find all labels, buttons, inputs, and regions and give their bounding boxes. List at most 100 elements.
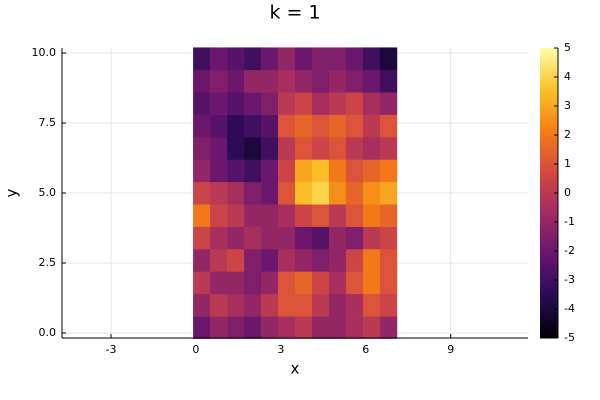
heatmap-cell xyxy=(193,316,211,339)
colorbar-segment xyxy=(540,48,558,52)
colorbar-segment xyxy=(540,253,558,258)
colorbar-segment xyxy=(540,271,558,275)
colorbar-segment xyxy=(540,300,558,304)
colorbar-segment xyxy=(540,120,558,124)
x-tick-label: 0 xyxy=(192,343,199,356)
heatmap-cell xyxy=(345,271,364,295)
heatmap-cell xyxy=(345,204,364,227)
colorbar-segment xyxy=(540,285,558,290)
heatmap-cell xyxy=(379,92,398,115)
colorbar-segment xyxy=(540,323,558,327)
colorbar-segment xyxy=(540,224,558,229)
heatmap-cell xyxy=(193,47,211,71)
heatmap-cell xyxy=(244,226,262,250)
colorbar-segment xyxy=(540,329,558,333)
colorbar-segment xyxy=(540,190,558,194)
colorbar-segment xyxy=(540,184,558,188)
colorbar-segment xyxy=(540,172,558,177)
heatmap-cell xyxy=(210,248,228,272)
heatmap-cell xyxy=(227,69,245,93)
heatmap-cell xyxy=(244,248,262,272)
heatmap-cell xyxy=(210,204,228,227)
colorbar-segment xyxy=(540,152,558,156)
colorbar-segment xyxy=(540,320,558,324)
heatmap-cell xyxy=(362,92,381,115)
heatmap-cell xyxy=(210,137,228,160)
colorbar-segment xyxy=(540,114,558,119)
heatmap-cell xyxy=(193,204,211,227)
heatmap-cell xyxy=(278,137,296,160)
colorbar-segment xyxy=(540,222,558,226)
colorbar-segment xyxy=(540,53,558,58)
heatmap-cell xyxy=(244,137,262,160)
heatmap-cell xyxy=(311,47,330,71)
heatmap-cell xyxy=(328,226,347,250)
heatmap-cell xyxy=(328,271,347,295)
heatmap-cell xyxy=(278,92,296,115)
colorbar-segment xyxy=(540,306,558,310)
heatmap-cell xyxy=(295,92,313,115)
colorbar-segment xyxy=(540,126,558,130)
heatmap-cell xyxy=(345,69,364,93)
colorbar-segment xyxy=(540,265,558,269)
heatmap-cell xyxy=(362,248,381,272)
colorbar-segment xyxy=(540,117,558,121)
colorbar-segment xyxy=(540,335,558,339)
heatmap-cell xyxy=(261,47,279,71)
colorbar-segment xyxy=(540,181,558,185)
y-axis-label: y xyxy=(3,188,21,197)
heatmap-cell xyxy=(345,92,364,115)
heatmap-cell xyxy=(362,226,381,250)
colorbar-segment xyxy=(540,277,558,281)
colorbar-segment xyxy=(540,65,558,69)
heatmap-cell xyxy=(210,293,228,317)
colorbar-segment xyxy=(540,259,558,264)
heatmap-cell xyxy=(345,316,364,339)
heatmap-cell xyxy=(244,316,262,339)
heatmap-cell xyxy=(227,181,245,205)
heatmap-cell xyxy=(193,92,211,115)
x-tick-label: 3 xyxy=(277,343,284,356)
heatmap-cell xyxy=(295,69,313,93)
heatmap-cell xyxy=(278,114,296,138)
colorbar-segment xyxy=(540,332,558,336)
colorbar-tick-label: 5 xyxy=(564,41,571,54)
heatmap-cell xyxy=(261,69,279,93)
colorbar-tick-label: -4 xyxy=(564,302,575,315)
colorbar-tick-label: -5 xyxy=(564,331,575,344)
colorbar-segment xyxy=(540,297,558,301)
heatmap-cell xyxy=(311,137,330,160)
colorbar-segment xyxy=(540,239,558,243)
colorbar-segment xyxy=(540,106,558,110)
heatmap-cell xyxy=(379,293,398,317)
heatmap-cell xyxy=(210,226,228,250)
colorbar-segment xyxy=(540,166,558,171)
heatmap-cell xyxy=(227,114,245,138)
heatmap-cell xyxy=(193,271,211,295)
heatmap-cell xyxy=(362,114,381,138)
colorbar-segment xyxy=(540,108,558,113)
heatmap-cell xyxy=(328,293,347,317)
heatmap-cell xyxy=(261,137,279,160)
x-tick-label: 9 xyxy=(447,343,454,356)
colorbar-segment xyxy=(540,251,558,255)
colorbar-tick-label: 0 xyxy=(564,186,571,199)
colorbar-segment xyxy=(540,227,558,232)
heatmap-cell xyxy=(311,114,330,138)
colorbar-segment xyxy=(540,207,558,211)
colorbar-segment xyxy=(540,303,558,307)
colorbar-segment xyxy=(540,103,558,107)
heatmap-cell xyxy=(278,204,296,227)
heatmap-cell xyxy=(278,69,296,93)
colorbar-tick-label: -3 xyxy=(564,273,575,286)
colorbar-tick-label: 3 xyxy=(564,99,571,112)
colorbar-segment xyxy=(540,219,558,223)
colorbar-segment xyxy=(540,311,558,316)
heatmap-cell xyxy=(311,248,330,272)
y-tick-label: 5.0 xyxy=(39,186,57,199)
colorbar-segment xyxy=(540,288,558,293)
heatmap-cell xyxy=(345,137,364,160)
heatmap-cell xyxy=(278,159,296,183)
colorbar-segment xyxy=(540,56,558,61)
